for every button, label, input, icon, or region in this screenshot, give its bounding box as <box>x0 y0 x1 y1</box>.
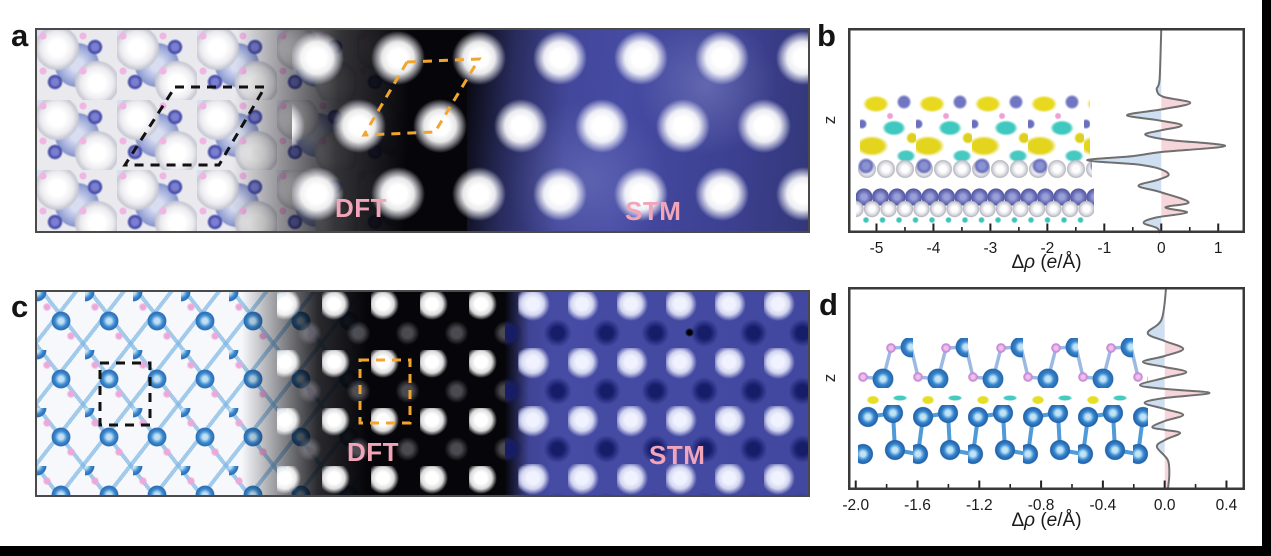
panel-a-atom-blobs <box>292 30 808 231</box>
xlabel-rho: ρ <box>1024 510 1036 531</box>
panel-d-xlabel: Δρ (e/Å) <box>848 510 1245 532</box>
panel-a-letter: a <box>11 18 29 53</box>
x-axis-tick-label: 0.4 <box>1216 497 1238 514</box>
x-axis-tick-label: 0 <box>1157 240 1166 257</box>
panel-d-ylabel: z <box>820 373 839 383</box>
plot-border <box>848 28 1245 233</box>
x-axis-tick-label: -4 <box>927 240 941 257</box>
panel-c-defect-dot <box>685 328 694 337</box>
panel-a-composite-image: DFT STM <box>35 28 810 233</box>
x-axis-tick-label: -3 <box>983 240 997 257</box>
panel-c-dft-label: DFT <box>347 437 400 467</box>
profile-curve <box>1138 286 1211 491</box>
panel-b-charge-profile-chart: -5 -4 -3 -2 -1 0 1 <box>848 27 1245 257</box>
plot-border <box>848 287 1245 490</box>
panel-c-stm-label: STM <box>649 440 706 470</box>
panel-b-substrate-atom-row2 <box>856 201 1094 218</box>
x-axis-tick-label: 1 <box>1214 240 1223 257</box>
panel-d-top-layer-chain <box>858 338 1148 388</box>
area-positive <box>1164 287 1210 490</box>
panel-d-plot: -2.0 -1.6 -1.2 -0.8 -0.4 0.0 0.4 <box>842 286 1245 514</box>
panel-a-stm-label: STM <box>625 196 682 226</box>
x-axis-tick-label: -1.2 <box>966 497 993 514</box>
frame-bottom-bar <box>0 546 1271 556</box>
xlabel-delta: Δ <box>1011 510 1025 531</box>
panel-b-interface-atom-row <box>858 156 1092 182</box>
panel-d-letter: d <box>819 287 838 322</box>
panel-b-xlabel: Δρ (e/Å) <box>848 252 1245 274</box>
panel-a-unit-cells <box>122 57 482 167</box>
panel-b-ylabel: z <box>820 115 839 125</box>
area-positive <box>1161 28 1226 233</box>
x-axis-tick-label: -0.8 <box>1028 497 1055 514</box>
x-axis-tick-label: -5 <box>870 240 884 257</box>
xlabel-open: ( <box>1035 510 1047 531</box>
panel-c-stm-region <box>505 292 808 495</box>
profile-curve <box>1086 27 1227 234</box>
panel-a-dft-label: DFT <box>335 193 388 223</box>
panel-d-bottom-layer-atoms <box>858 405 1148 471</box>
x-axis-tick-label: -2 <box>1040 240 1054 257</box>
panel-d-bottom-layer <box>858 405 1148 471</box>
xlabel-rho: ρ <box>1024 252 1036 273</box>
xlabel-e: e <box>1046 252 1058 273</box>
x-axis-tick-label: -0.4 <box>1090 497 1117 514</box>
x-axis-tick-label: -2.0 <box>842 497 869 514</box>
panel-d-top-layer-atoms <box>858 338 1148 388</box>
panel-b-letter: b <box>817 18 836 53</box>
area-negative <box>1140 303 1165 456</box>
panel-c-letter: c <box>11 289 29 324</box>
xlabel-open: ( <box>1035 252 1047 273</box>
panel-c-composite-image: DFT STM <box>35 290 810 497</box>
frame-right-bar <box>1262 0 1271 556</box>
xlabel-close: /Å) <box>1057 510 1082 531</box>
unit-cell-black-dashed <box>98 361 152 427</box>
panel-b-substrate-iso-dots <box>858 217 1092 224</box>
unit-cell-orange-dashed <box>361 57 482 137</box>
panel-c-unit-cells <box>98 358 412 427</box>
xlabel-delta: Δ <box>1011 252 1025 273</box>
x-axis-tick-label: -1 <box>1097 240 1111 257</box>
x-axis-tick-label: 0.0 <box>1154 497 1176 514</box>
panel-d-isosurface-row <box>862 392 1142 408</box>
xlabel-close: /Å) <box>1057 252 1082 273</box>
unit-cell-black-dashed <box>122 85 268 167</box>
unit-cell-orange-dashed <box>358 358 412 425</box>
panel-d-charge-profile-chart: -2.0 -1.6 -1.2 -0.8 -0.4 0.0 0.4 <box>842 286 1245 514</box>
xlabel-e: e <box>1046 510 1058 531</box>
panel-b-plot: -5 -4 -3 -2 -1 0 1 <box>848 27 1245 257</box>
x-axis-tick-label: -1.6 <box>904 497 931 514</box>
